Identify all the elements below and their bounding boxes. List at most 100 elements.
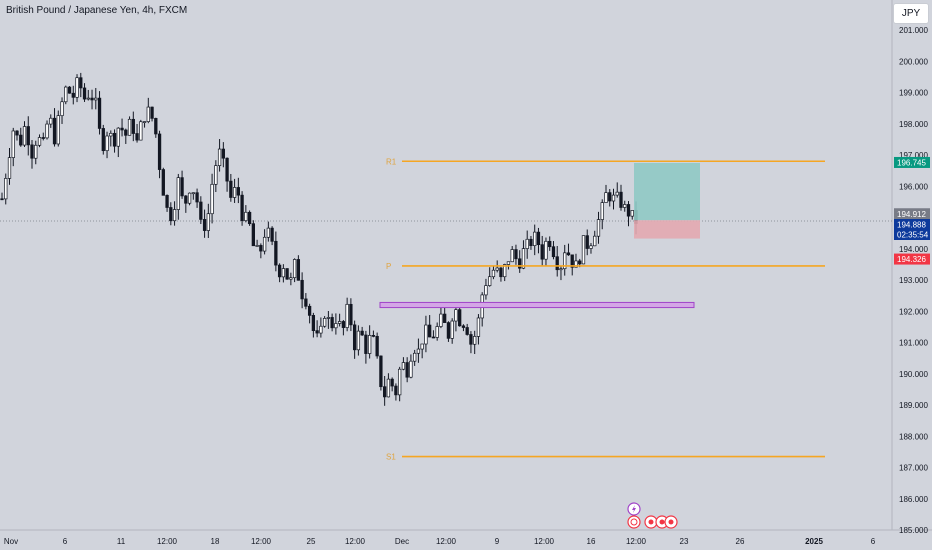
price-tag-bg bbox=[894, 156, 930, 168]
candle-body bbox=[247, 211, 252, 225]
candle-body bbox=[90, 97, 94, 101]
candle-body bbox=[615, 191, 619, 196]
candle-body bbox=[169, 207, 173, 222]
pivot-label-s1: S1 bbox=[386, 453, 396, 462]
candle-body bbox=[315, 330, 319, 334]
event-icon-dot bbox=[668, 519, 674, 525]
x-tick-label: 18 bbox=[211, 537, 220, 546]
candle-body bbox=[131, 118, 135, 134]
y-tick-label: 185.000 bbox=[899, 526, 928, 535]
candle-body bbox=[109, 132, 113, 137]
candle-body bbox=[285, 268, 289, 280]
candle-body bbox=[596, 219, 601, 237]
candle-body bbox=[626, 204, 631, 217]
candle-body bbox=[221, 148, 225, 159]
y-tick-label: 191.000 bbox=[899, 339, 928, 348]
candle-body bbox=[367, 335, 372, 354]
candle-body bbox=[281, 268, 286, 278]
candle-body bbox=[450, 320, 454, 339]
candle-body bbox=[326, 317, 331, 319]
candle-body bbox=[214, 165, 218, 185]
candle-body bbox=[139, 121, 143, 141]
candle-body bbox=[390, 378, 394, 387]
candle-body bbox=[150, 106, 154, 119]
candle-body bbox=[533, 231, 537, 246]
candle-body bbox=[165, 194, 169, 208]
candle-body bbox=[52, 117, 57, 145]
candle-body bbox=[15, 130, 19, 136]
candle-body bbox=[240, 194, 244, 222]
candle-body bbox=[225, 157, 229, 182]
candle-body bbox=[510, 249, 514, 263]
x-tick-label: 2025 bbox=[805, 537, 823, 546]
lightning-icon-glyph bbox=[632, 505, 636, 513]
candle-body bbox=[60, 101, 64, 117]
x-tick-label: 12:00 bbox=[436, 537, 457, 546]
candle-body bbox=[82, 87, 87, 100]
candle-body bbox=[630, 210, 634, 217]
candle-body bbox=[311, 315, 316, 331]
candle-body bbox=[71, 92, 75, 98]
x-tick-label: 23 bbox=[680, 537, 689, 546]
candle-body bbox=[120, 127, 124, 131]
y-tick-label: 190.000 bbox=[899, 370, 928, 379]
price-tag-label: 194.888 bbox=[897, 221, 926, 230]
currency-button[interactable]: JPY bbox=[893, 3, 929, 24]
price-tag-label: 02:35:54 bbox=[897, 231, 929, 240]
y-tick-label: 200.000 bbox=[899, 57, 928, 66]
candle-body bbox=[277, 264, 282, 278]
candle-body bbox=[446, 322, 451, 339]
candle-body bbox=[232, 187, 237, 198]
candle-body bbox=[191, 192, 195, 195]
price-tag-bg bbox=[894, 229, 930, 240]
price-tag-bg bbox=[894, 208, 930, 220]
candle-body bbox=[379, 355, 383, 388]
candle-body bbox=[296, 259, 301, 281]
y-tick-label: 192.000 bbox=[899, 307, 928, 316]
candle-body bbox=[424, 324, 428, 345]
candle-body bbox=[330, 317, 334, 329]
candle-body bbox=[0, 198, 4, 201]
candle-body bbox=[536, 231, 541, 246]
candle-body bbox=[375, 335, 379, 357]
candle-body bbox=[476, 317, 481, 337]
y-tick-label: 198.000 bbox=[899, 120, 928, 129]
candle-body bbox=[210, 183, 214, 215]
candle-body bbox=[364, 334, 368, 354]
candle-body bbox=[349, 303, 353, 326]
candle-body bbox=[45, 123, 49, 139]
candle-body bbox=[217, 148, 222, 166]
candle-body bbox=[64, 86, 68, 103]
candle-body bbox=[26, 126, 30, 146]
position-target-area[interactable] bbox=[634, 162, 700, 221]
x-tick-label: 12:00 bbox=[626, 537, 647, 546]
candle-body bbox=[176, 177, 180, 210]
candle-body bbox=[566, 252, 571, 256]
candle-body bbox=[416, 348, 421, 354]
candle-body bbox=[289, 277, 293, 280]
candle-body bbox=[345, 303, 349, 328]
event-icon[interactable] bbox=[627, 515, 641, 529]
event-icon-glyph bbox=[630, 518, 638, 526]
y-tick-label: 188.000 bbox=[899, 432, 928, 441]
x-tick-label: 11 bbox=[117, 537, 126, 546]
candle-body bbox=[619, 191, 623, 208]
candle-body bbox=[506, 261, 511, 265]
x-tick-label: 12:00 bbox=[534, 537, 555, 546]
candle-body bbox=[409, 360, 413, 378]
candle-body bbox=[431, 336, 436, 339]
zone-rectangle[interactable] bbox=[379, 301, 695, 309]
candle-body bbox=[67, 86, 72, 94]
candle-body bbox=[86, 97, 90, 100]
candle-body bbox=[41, 137, 45, 139]
candle-body bbox=[292, 259, 297, 279]
position-stop-area[interactable] bbox=[634, 220, 700, 239]
x-tick-label: 6 bbox=[63, 537, 68, 546]
x-tick-label: 9 bbox=[495, 537, 500, 546]
candle-body bbox=[413, 352, 417, 362]
candle-body bbox=[180, 177, 184, 197]
x-tick-label: 12:00 bbox=[345, 537, 366, 546]
candle-body bbox=[386, 378, 391, 398]
x-tick-label: 12:00 bbox=[157, 537, 178, 546]
